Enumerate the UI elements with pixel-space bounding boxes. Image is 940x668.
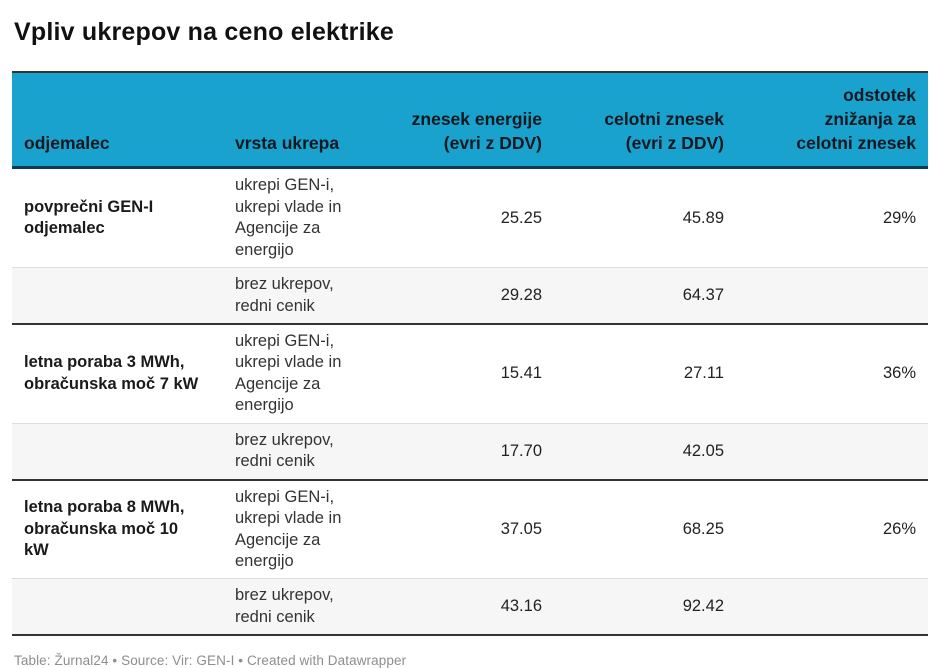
cell-vrsta-ukrepa: brez ukrepov, redni cenik	[223, 423, 364, 481]
cell-odjemalec	[12, 578, 223, 637]
table-body: povprečni GEN-I odjemalec ukrepi GEN-i, …	[12, 167, 928, 637]
cell-vrsta-ukrepa: ukrepi GEN-i, ukrepi vlade in Agencije z…	[223, 479, 364, 580]
cell-celotni-znesek: 64.37	[554, 267, 736, 326]
cell-celotni-znesek: 27.11	[554, 324, 736, 424]
cell-znesek-energije: 25.25	[364, 167, 554, 269]
cell-odstotek	[736, 423, 928, 481]
cell-znesek-energije: 17.70	[364, 423, 554, 481]
data-table: odjemalec vrsta ukrepa znesek energije (…	[12, 71, 928, 637]
cell-znesek-energije: 15.41	[364, 324, 554, 424]
cell-odstotek	[736, 267, 928, 326]
cell-vrsta-ukrepa: brez ukrepov, redni cenik	[223, 578, 364, 637]
cell-odstotek	[736, 578, 928, 637]
cell-znesek-energije: 37.05	[364, 479, 554, 580]
cell-odstotek: 29%	[736, 167, 928, 269]
table-row: brez ukrepov, redni cenik 29.28 64.37	[12, 267, 928, 326]
cell-vrsta-ukrepa: ukrepi GEN-i, ukrepi vlade in Agencije z…	[223, 324, 364, 424]
attribution-footer: Table: Žurnal24 • Source: Vir: GEN-I • C…	[14, 653, 407, 668]
table-row: povprečni GEN-I odjemalec ukrepi GEN-i, …	[12, 167, 928, 269]
cell-celotni-znesek: 45.89	[554, 167, 736, 269]
cell-odstotek: 26%	[736, 479, 928, 580]
cell-odjemalec: letna poraba 8 MWh, obračunska moč 10 kW	[12, 479, 223, 580]
column-header-odstotek: odstotek znižanja za celotni znesek	[736, 72, 928, 170]
cell-odstotek: 36%	[736, 324, 928, 424]
cell-vrsta-ukrepa: brez ukrepov, redni cenik	[223, 267, 364, 326]
table-header: odjemalec vrsta ukrepa znesek energije (…	[12, 72, 928, 170]
column-header-vrsta-ukrepa: vrsta ukrepa	[223, 72, 364, 170]
cell-znesek-energije: 43.16	[364, 578, 554, 637]
cell-znesek-energije: 29.28	[364, 267, 554, 326]
column-header-znesek-energije: znesek energije (evri z DDV)	[364, 72, 554, 170]
table-row: brez ukrepov, redni cenik 17.70 42.05	[12, 423, 928, 481]
cell-odjemalec: povprečni GEN-I odjemalec	[12, 167, 223, 269]
column-header-odjemalec: odjemalec	[12, 72, 223, 170]
cell-celotni-znesek: 68.25	[554, 479, 736, 580]
cell-vrsta-ukrepa: ukrepi GEN-i, ukrepi vlade in Agencije z…	[223, 167, 364, 269]
cell-celotni-znesek: 42.05	[554, 423, 736, 481]
table-row: letna poraba 8 MWh, obračunska moč 10 kW…	[12, 479, 928, 580]
table-row: brez ukrepov, redni cenik 43.16 92.42	[12, 578, 928, 637]
cell-odjemalec	[12, 267, 223, 326]
cell-celotni-znesek: 92.42	[554, 578, 736, 637]
table-row: letna poraba 3 MWh, obračunska moč 7 kW …	[12, 324, 928, 424]
cell-odjemalec	[12, 423, 223, 481]
cell-odjemalec: letna poraba 3 MWh, obračunska moč 7 kW	[12, 324, 223, 424]
column-header-celotni-znesek: celotni znesek (evri z DDV)	[554, 72, 736, 170]
page-title: Vpliv ukrepov na ceno elektrike	[14, 18, 394, 46]
table-header-row: odjemalec vrsta ukrepa znesek energije (…	[12, 72, 928, 170]
